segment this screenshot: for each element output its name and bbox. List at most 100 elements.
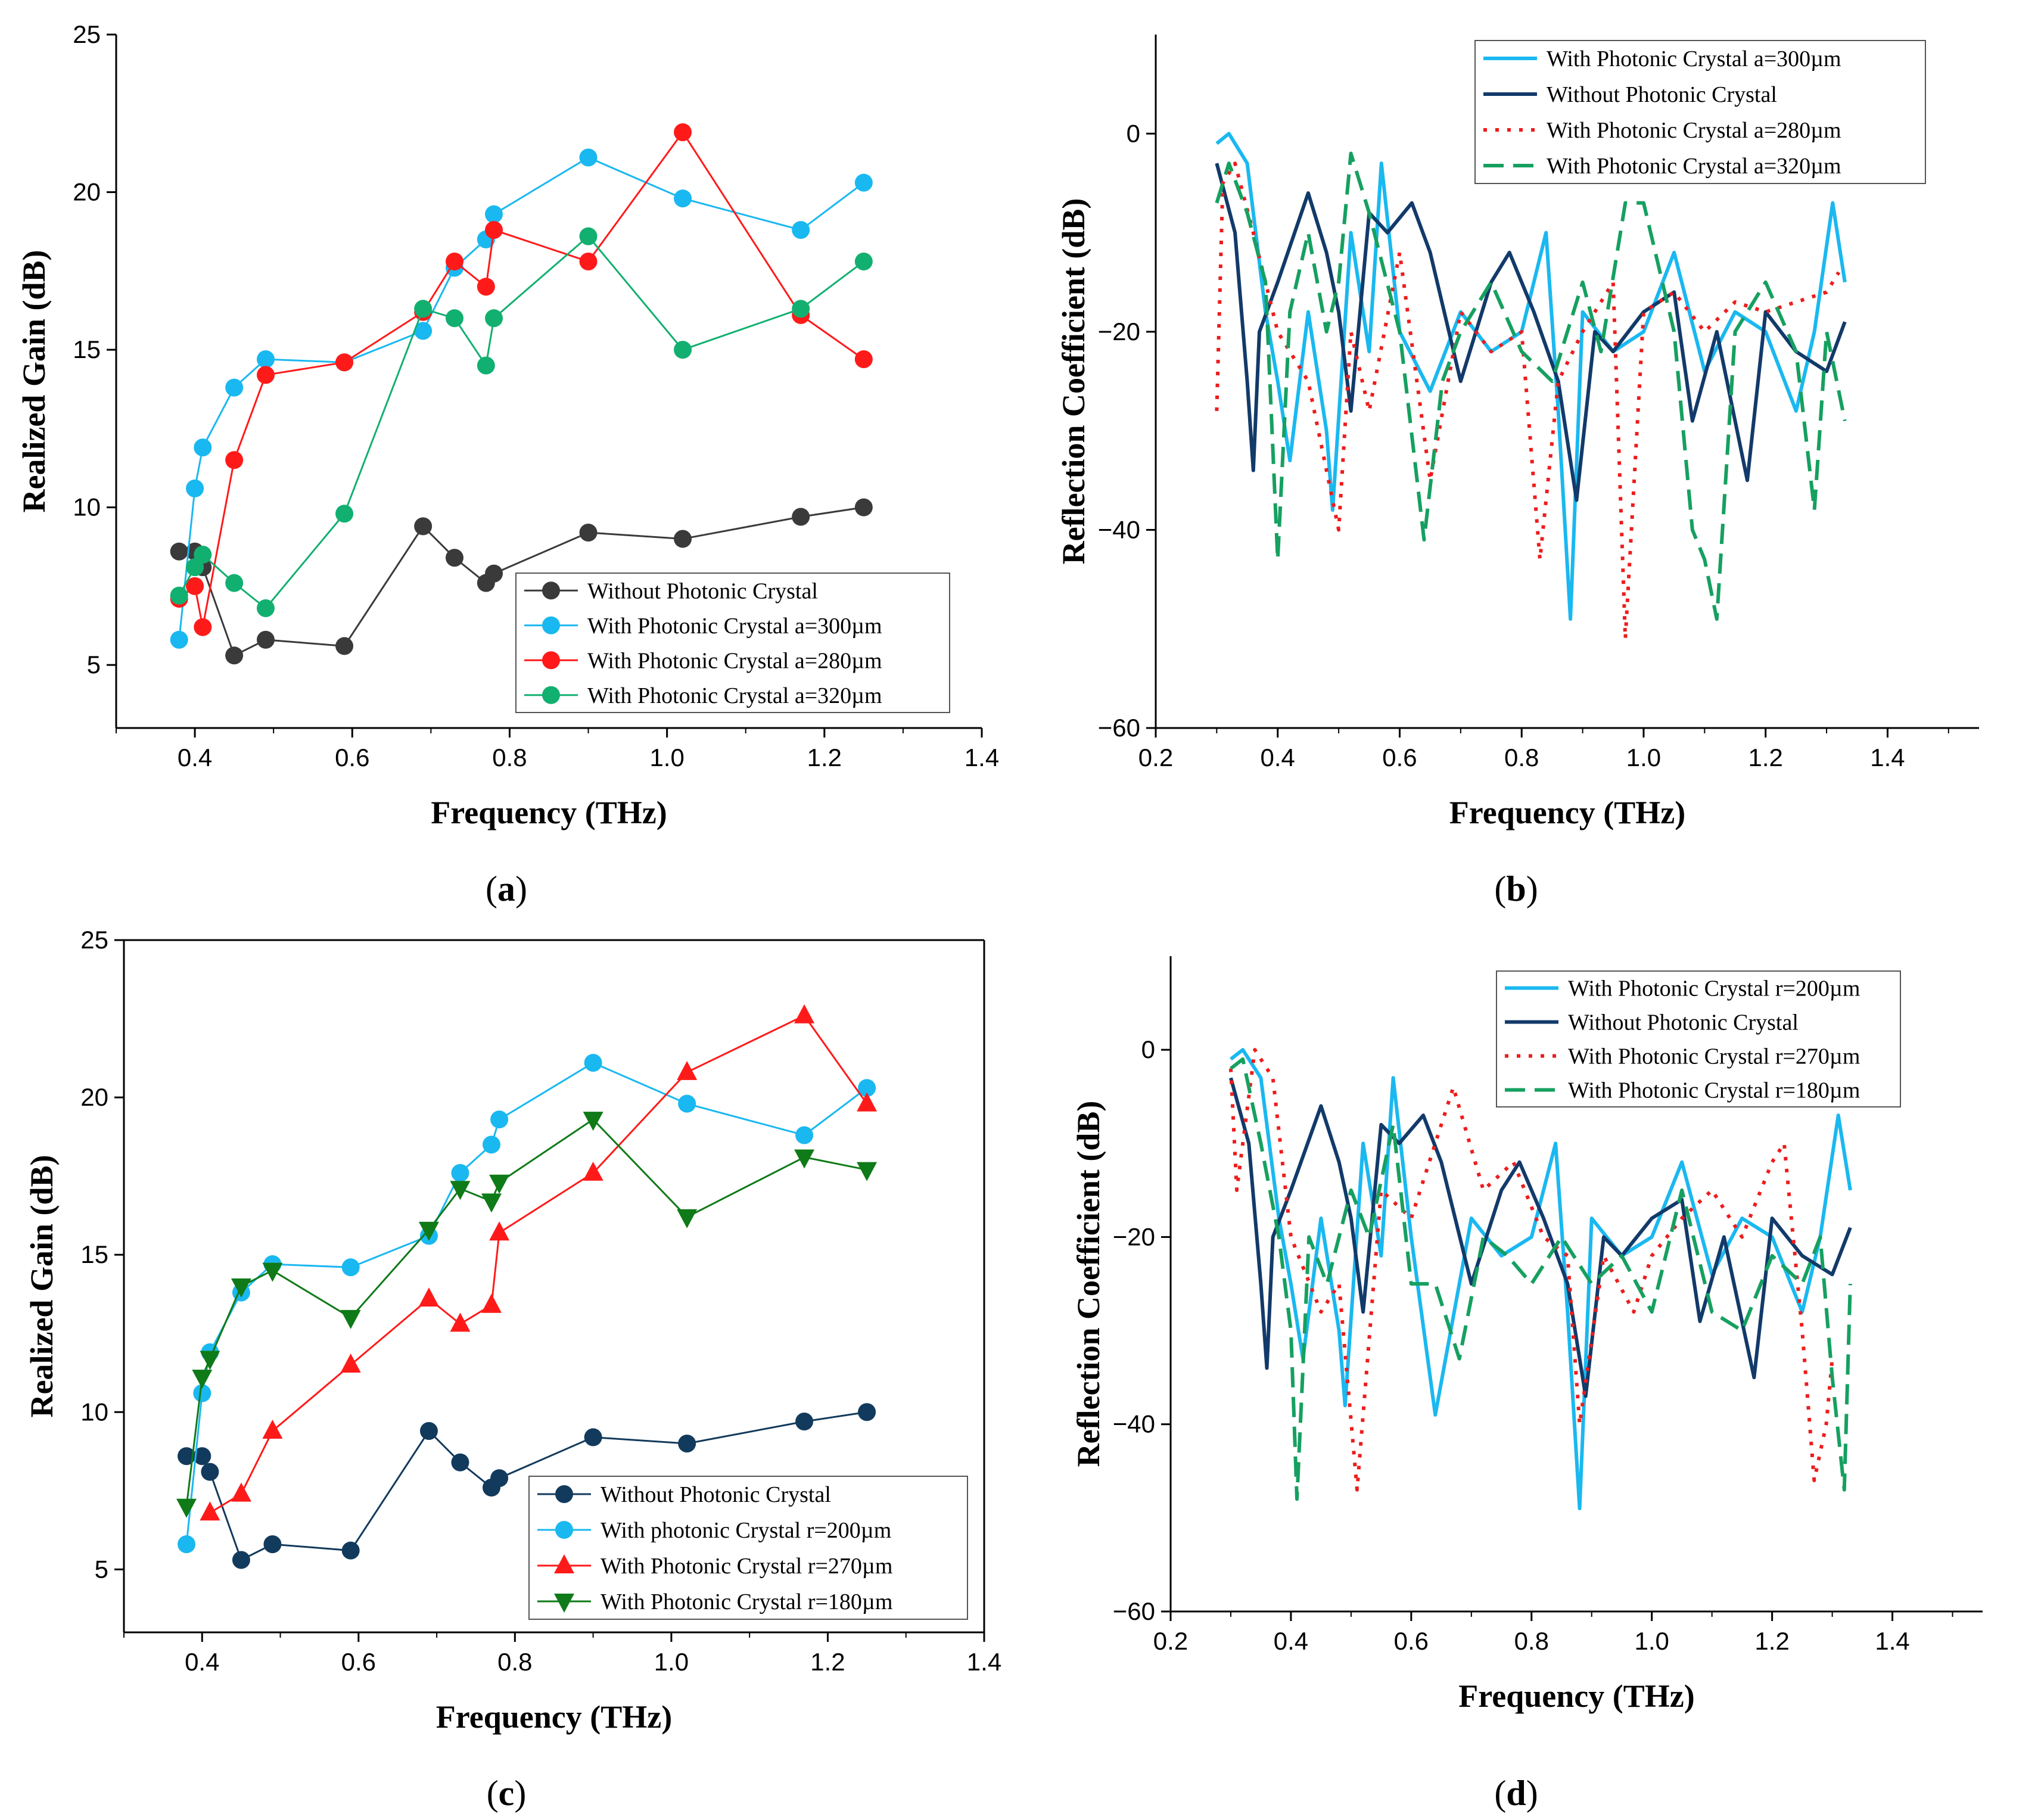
x-tick-label: 1.0 [654,1648,689,1676]
chart-d: 0.2 0.4 0.6 0.8 1.0 1.2 1.4 0 −20 −40 −60 Frequency… [1071,956,1983,1813]
data-point [794,1149,815,1169]
y-tick-label: −40 [1113,1410,1155,1438]
data-point [477,278,495,296]
y-tick-label: 0 [1141,1035,1155,1063]
data-point [256,630,275,649]
data-point [194,618,212,636]
data-point [677,1060,698,1080]
data-point [579,523,598,542]
data-point [256,350,275,368]
panel-label: (c) [487,1774,527,1813]
legend-label: Without Photonic Crystal [1568,1010,1799,1035]
series-1 [178,1053,876,1554]
legend-box [528,1476,968,1620]
legend-box [1496,970,1901,1107]
data-point [418,1221,439,1241]
chart-a: 0.4 0.6 0.8 1.0 1.2 1.4 5 10 15 20 25 Frequency (TH… [16,20,999,909]
data-point [170,542,188,561]
data-point [225,646,244,665]
chart-b: 0.2 0.4 0.6 0.8 1.0 1.2 1.4 0 −20 −40 −60 Frequency… [1056,35,1979,909]
y-tick-label: 15 [73,335,101,363]
data-point [335,353,354,372]
legend-label: With Photonic Crystal a=300µm [1547,46,1841,71]
data-point [583,1161,603,1181]
data-point [481,1293,502,1313]
data-point [341,1258,360,1277]
legend-label: With Photonic Crystal r=180µm [601,1589,892,1614]
data-point [178,1447,196,1466]
x-tick-label: 0.6 [1382,743,1417,771]
y-axis-label: Realized Gain (dB) [16,250,52,513]
legend-label: With Photonic Crystal a=320µm [587,683,882,708]
legend-label: Without Photonic Crystal [1547,82,1777,107]
data-point [854,350,873,368]
data-point [579,148,598,167]
series-line [179,506,864,657]
data-point [451,1453,469,1471]
data-point [854,173,873,192]
data-point [795,1126,814,1144]
data-point [178,1535,196,1554]
series-3 [1230,1057,1852,1501]
legend-marker [542,686,560,704]
legend-label: With Photonic Crystal r=200µm [1568,976,1860,1001]
x-tick-label: 1.2 [1754,1627,1789,1655]
legend-label: With Photonic Crystal r=270µm [1568,1044,1860,1069]
legend: Without Photonic Crystal With photonic Cr… [528,1476,968,1620]
legend-label: With Photonic Crystal r=180µm [1568,1078,1860,1103]
data-point [490,1110,509,1129]
legend-box [515,573,950,713]
series-2 [170,123,873,636]
legend-label: With Photonic Crystal r=270µm [601,1554,892,1579]
data-point [262,1262,283,1282]
data-point [485,221,503,239]
x-tick-label: 1.2 [1748,743,1783,771]
data-point [186,479,204,497]
y-tick-label: 25 [80,926,108,954]
data-point [418,1287,439,1307]
data-point [857,1162,878,1181]
data-point [584,1053,602,1072]
data-point [200,1501,220,1521]
data-point [579,252,598,270]
data-point [795,1413,814,1431]
series-line [178,156,864,640]
data-point [674,123,692,142]
legend-label: With Photonic Crystal a=280µm [1547,118,1841,143]
legend-label: With Photonic Crystal a=300µm [587,614,882,639]
legend: Without Photonic Crystal With Photonic Cr… [515,573,950,713]
y-axis-label: Reflection Coefficient (dB) [1071,1101,1106,1467]
x-tick-label: 0.6 [1394,1627,1429,1655]
series-line [1230,1057,1852,1501]
data-point [201,1463,219,1481]
data-point [414,517,433,536]
x-tick-label: 0.6 [335,743,369,771]
data-point [193,1384,211,1402]
x-tick-label: 0.4 [1274,1627,1308,1655]
x-tick-label: 0.4 [1261,743,1295,771]
data-point [200,1351,220,1370]
data-point [489,1221,510,1241]
data-point [231,1278,251,1298]
y-tick-label: 10 [73,493,101,521]
x-tick-label: 1.4 [967,1648,1001,1676]
data-point [186,577,204,595]
data-point [414,300,433,318]
x-tick-label: 1.2 [807,743,842,771]
y-tick-label: −40 [1098,515,1140,543]
y-tick-label: 0 [1127,119,1140,147]
y-tick-label: 20 [80,1083,108,1111]
data-point [225,451,244,469]
data-point [450,1181,471,1200]
data-point [674,530,692,548]
x-tick-label: 0.8 [1504,743,1539,771]
data-point [792,300,810,318]
x-tick-label: 1.2 [810,1648,845,1676]
series-line [185,1062,867,1545]
data-point [858,1079,876,1097]
y-tick-label: 25 [73,20,101,48]
series-line [178,130,864,627]
x-axis-label: Frequency (THz) [1449,795,1685,830]
data-point [792,221,810,239]
data-point [263,1535,282,1554]
